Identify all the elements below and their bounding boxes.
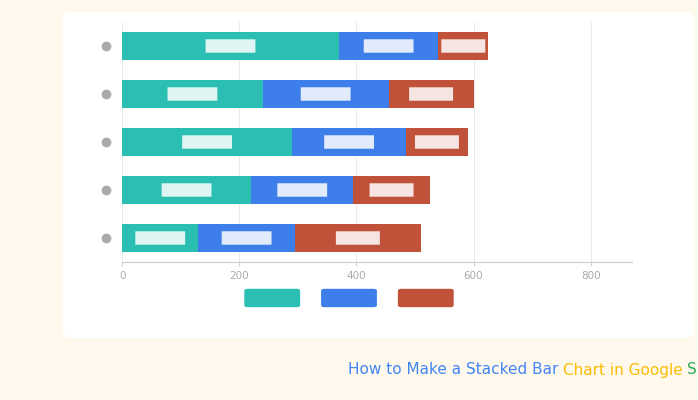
Bar [122, 80, 262, 108]
FancyBboxPatch shape [244, 289, 300, 307]
Text: Sheets?: Sheets? [688, 362, 698, 378]
Bar [251, 176, 353, 204]
Bar [438, 32, 488, 60]
FancyBboxPatch shape [336, 231, 380, 245]
Bar [262, 80, 389, 108]
FancyBboxPatch shape [162, 183, 211, 197]
FancyBboxPatch shape [63, 12, 695, 338]
FancyBboxPatch shape [364, 39, 413, 53]
FancyBboxPatch shape [398, 289, 454, 307]
Bar [122, 32, 339, 60]
FancyBboxPatch shape [324, 135, 374, 149]
Bar [406, 128, 468, 156]
Bar [122, 224, 198, 252]
FancyBboxPatch shape [369, 183, 413, 197]
FancyBboxPatch shape [321, 289, 377, 307]
FancyBboxPatch shape [206, 39, 255, 53]
Bar [339, 32, 438, 60]
Bar [292, 128, 406, 156]
FancyBboxPatch shape [415, 135, 459, 149]
Bar [198, 224, 295, 252]
FancyBboxPatch shape [277, 183, 327, 197]
FancyBboxPatch shape [168, 87, 217, 101]
FancyBboxPatch shape [182, 135, 232, 149]
FancyBboxPatch shape [409, 87, 453, 101]
Bar [122, 176, 251, 204]
Bar [122, 128, 292, 156]
Text: Chart in Google: Chart in Google [563, 362, 688, 378]
Bar [353, 176, 430, 204]
Bar [389, 80, 473, 108]
FancyBboxPatch shape [135, 231, 185, 245]
FancyBboxPatch shape [441, 39, 485, 53]
FancyBboxPatch shape [301, 87, 350, 101]
Text: How to Make a Stacked Bar: How to Make a Stacked Bar [348, 362, 563, 378]
FancyBboxPatch shape [222, 231, 272, 245]
Bar [295, 224, 421, 252]
